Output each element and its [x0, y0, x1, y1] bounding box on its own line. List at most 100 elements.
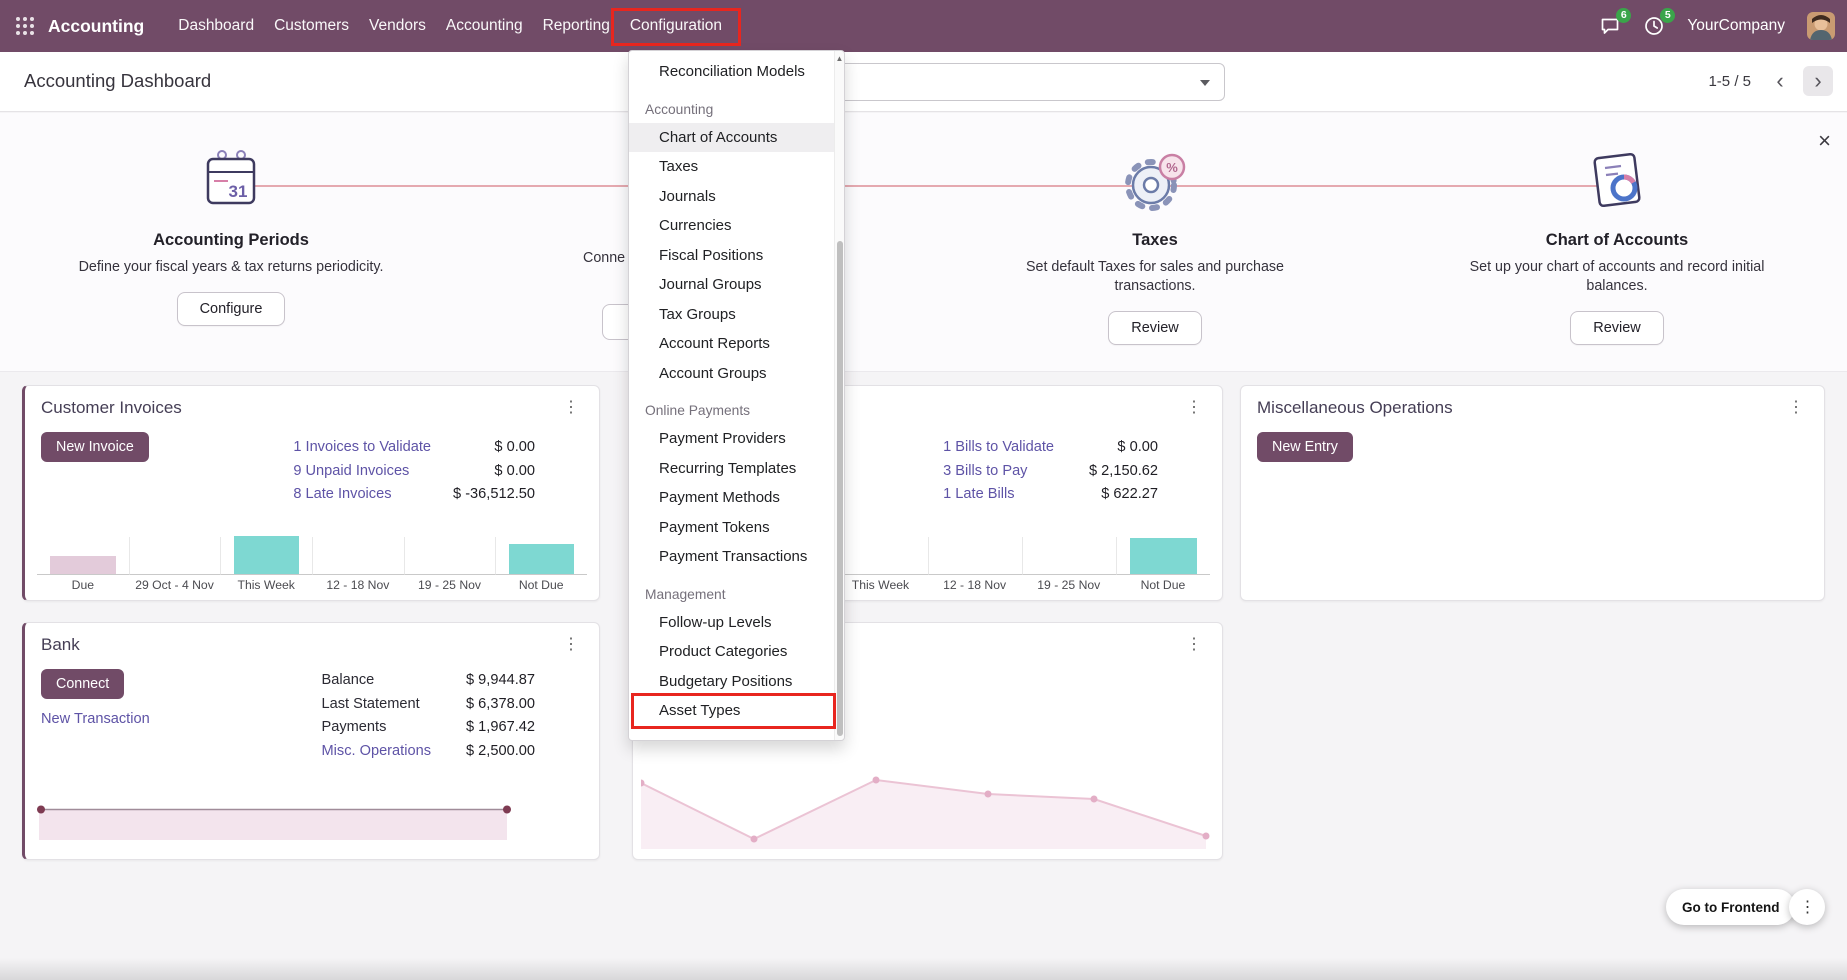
chart-column: Due	[37, 537, 129, 596]
menu-item-account-reports[interactable]: Account Reports	[659, 335, 770, 352]
late-invoices-link[interactable]: 8 Late Invoices	[293, 486, 392, 502]
calendar-icon: 31	[194, 143, 268, 217]
menu-item-account-groups[interactable]: Account Groups	[659, 364, 767, 382]
menu-item-payment-providers[interactable]: Payment Providers	[659, 430, 786, 447]
bank-balance-sparkline	[37, 805, 511, 840]
menu-accounting[interactable]: Accounting	[445, 17, 523, 34]
chart-column: Not Due	[1115, 537, 1211, 596]
frontend-options-kebab-icon[interactable]: ⋮	[1789, 889, 1826, 925]
menu-item-payment-tokens[interactable]: Payment Tokens	[659, 518, 770, 536]
menu-item-budgetary-positions[interactable]: Budgetary Positions	[659, 672, 793, 690]
menu-item-taxes[interactable]: Taxes	[659, 158, 699, 175]
chart-bar[interactable]	[509, 544, 575, 574]
menu-item-tax-groups[interactable]: Tax Groups	[659, 305, 736, 323]
card-kebab-icon[interactable]: ⋮	[563, 636, 579, 653]
chart-bar[interactable]	[49, 556, 116, 574]
menu-item-chart-of-accounts[interactable]: Chart of Accounts	[629, 122, 834, 152]
section-accounting: Accounting	[645, 101, 714, 117]
search-dropdown-caret-icon[interactable]	[1200, 80, 1210, 86]
section-management: Management	[645, 586, 726, 602]
chart-label: Not Due	[1140, 578, 1186, 592]
card-kebab-icon[interactable]: ⋮	[1788, 399, 1804, 416]
new-transaction-link[interactable]: New Transaction	[41, 711, 150, 727]
company-menu[interactable]: YourCompany	[1687, 17, 1785, 34]
card-title: Bank	[41, 635, 80, 654]
breadcrumb-title: Accounting Dashboard	[24, 70, 212, 91]
onboarding-step-chart-of-accounts: Chart of Accounts Set up your chart of a…	[1407, 113, 1827, 345]
new-entry-button[interactable]: New Entry	[1257, 432, 1353, 462]
chart-column: 19 - 25 Nov	[1021, 537, 1116, 596]
go-to-frontend-button[interactable]: Go to Frontend	[1666, 889, 1796, 925]
stat-value: $ 2,500.00	[466, 742, 535, 759]
menu-item-journal-groups[interactable]: Journal Groups	[659, 276, 762, 293]
card-kebab-icon[interactable]: ⋮	[1186, 636, 1202, 653]
messages-badge: 6	[1616, 8, 1632, 23]
chart-column: 19 - 25 Nov	[403, 537, 496, 596]
top-navbar: Accounting Dashboard Customers Vendors A…	[0, 0, 1847, 52]
onboarding-banner: 31 Accounting Periods Define your fiscal…	[0, 113, 1847, 372]
stat-value: $ 0.00	[494, 462, 535, 479]
chart-label: Not Due	[518, 578, 564, 592]
card-kebab-icon[interactable]: ⋮	[1186, 399, 1202, 416]
menu-customers[interactable]: Customers	[274, 17, 350, 34]
configure-button[interactable]: Configure	[176, 292, 286, 326]
menu-item-recurring-templates[interactable]: Recurring Templates	[659, 459, 797, 477]
stat-value: $ 0.00	[1117, 439, 1158, 455]
menu-item-currencies[interactable]: Currencies	[659, 217, 732, 234]
late-bills-link[interactable]: 1 Late Bills	[943, 486, 1015, 502]
asset-types-label: Asset Types	[659, 702, 741, 719]
messages-button[interactable]: 6	[1599, 8, 1632, 37]
pager-next-button[interactable]: ›	[1803, 66, 1833, 96]
apps-grid-icon[interactable]	[14, 15, 36, 37]
menu-item-asset-types[interactable]: Asset Types	[629, 693, 836, 729]
unpaid-invoices-link[interactable]: 9 Unpaid Invoices	[293, 462, 410, 479]
menu-item-payment-methods[interactable]: Payment Methods	[659, 489, 780, 506]
menu-dashboard[interactable]: Dashboard	[178, 17, 255, 34]
user-avatar[interactable]	[1807, 12, 1835, 40]
activities-button[interactable]: 5	[1643, 8, 1676, 37]
step-description: Define your fiscal years & tax returns p…	[78, 259, 384, 275]
misc-operations-link[interactable]: Misc. Operations	[321, 742, 432, 759]
last-statement-label: Last Statement	[321, 695, 420, 712]
chart-bar[interactable]	[1129, 538, 1197, 574]
topbar-systray: 6 5 YourCompany	[1599, 8, 1835, 40]
chart-column: This Week	[833, 537, 928, 596]
chart-bar[interactable]	[234, 536, 300, 574]
scroll-up-icon[interactable]: ▲	[835, 54, 844, 63]
pager-previous-button[interactable]: ‹	[1765, 66, 1795, 96]
new-invoice-button[interactable]: New Invoice	[41, 432, 149, 462]
card-customer-invoices: Customer Invoices ⋮ New Invoice 1 Invoic…	[22, 385, 600, 601]
review-taxes-button[interactable]: Review	[1108, 311, 1202, 345]
bills-to-pay-link[interactable]: 3 Bills to Pay	[943, 462, 1028, 479]
bills-to-validate-link[interactable]: 1 Bills to Validate	[943, 439, 1054, 455]
app-name[interactable]: Accounting	[48, 15, 145, 36]
stat-value: $ 1,967.42	[466, 719, 535, 735]
menu-item-reconciliation-models[interactable]: Reconciliation Models	[659, 63, 805, 80]
svg-text:%: %	[1166, 160, 1178, 175]
review-chart-of-accounts-button[interactable]: Review	[1570, 311, 1664, 345]
dropdown-scrollbar[interactable]: ▲	[834, 51, 844, 740]
close-banner-button[interactable]: ×	[1818, 128, 1831, 153]
step-description: Set default Taxes for sales and purchase…	[1025, 259, 1285, 294]
invoices-bar-chart: Due 29 Oct - 4 Nov This Week 12 - 18 Nov 19 …	[37, 536, 588, 596]
menu-item-fiscal-positions[interactable]: Fiscal Positions	[659, 246, 764, 264]
card-partially-hidden: ⋮	[632, 622, 1223, 860]
menu-item-follow-up-levels[interactable]: Follow-up Levels	[659, 613, 772, 631]
stat-value: $ 2,150.62	[1089, 462, 1158, 479]
scrollbar-thumb[interactable]	[837, 241, 843, 736]
card-kebab-icon[interactable]: ⋮	[563, 399, 579, 416]
menu-configuration[interactable]: Configuration	[610, 0, 742, 52]
step-title: Accounting Periods	[153, 231, 309, 249]
menu-item-product-categories[interactable]: Product Categories	[659, 643, 788, 660]
connect-button[interactable]: Connect	[41, 669, 125, 699]
menu-item-journals[interactable]: Journals	[659, 187, 716, 205]
configuration-dropdown-menu: Reconciliation Models Accounting Chart o…	[628, 50, 845, 741]
menu-reporting[interactable]: Reporting	[542, 17, 610, 34]
section-online-payments: Online Payments	[645, 403, 751, 418]
menu-vendors[interactable]: Vendors	[369, 17, 426, 34]
chart-column: This Week	[220, 536, 313, 596]
chart-label: 19 - 25 Nov	[418, 578, 482, 592]
invoices-to-validate-link[interactable]: 1 Invoices to Validate	[293, 439, 431, 455]
control-panel: Accounting Dashboard 1-5 / 5 ‹ ›	[0, 52, 1847, 112]
menu-item-payment-transactions[interactable]: Payment Transactions	[659, 548, 808, 565]
